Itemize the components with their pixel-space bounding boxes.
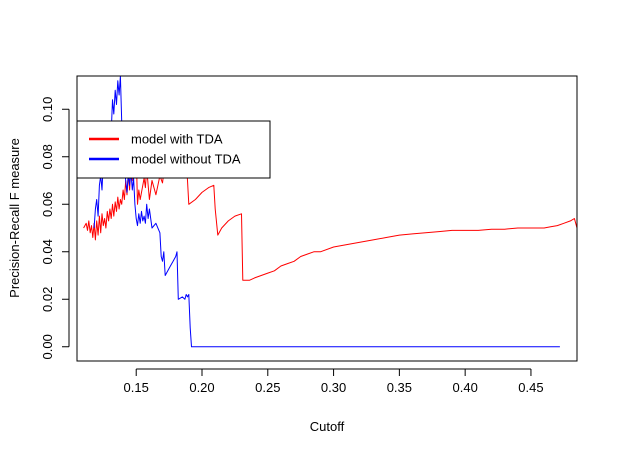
x-axis-title: Cutoff <box>310 419 345 434</box>
y-tick-label: 0.10 <box>40 97 55 122</box>
x-tick-label: 0.35 <box>387 380 412 395</box>
legend-box <box>76 120 271 179</box>
y-tick-label: 0.06 <box>40 192 55 217</box>
x-tick-label: 0.45 <box>518 380 543 395</box>
x-tick-label: 0.20 <box>189 380 214 395</box>
legend: model with TDA model without TDA <box>76 120 271 179</box>
x-tick-label: 0.30 <box>321 380 346 395</box>
x-tick-label: 0.25 <box>255 380 280 395</box>
x-tick-label: 0.40 <box>453 380 478 395</box>
y-tick-label: 0.00 <box>40 334 55 359</box>
x-axis: 0.15 0.20 0.25 0.30 0.35 0.40 0.45 <box>124 368 544 395</box>
x-tick-label: 0.15 <box>124 380 149 395</box>
y-tick-label: 0.02 <box>40 287 55 312</box>
y-axis: 0.00 0.02 0.04 0.06 0.08 0.10 <box>40 97 70 359</box>
y-tick-label: 0.08 <box>40 144 55 169</box>
plot-frame <box>76 75 578 362</box>
legend-label: model without TDA <box>131 152 241 167</box>
y-tick-label: 0.04 <box>40 239 55 264</box>
y-axis-title: Precision-Recall F measure <box>7 138 22 298</box>
legend-label: model with TDA <box>131 132 223 147</box>
